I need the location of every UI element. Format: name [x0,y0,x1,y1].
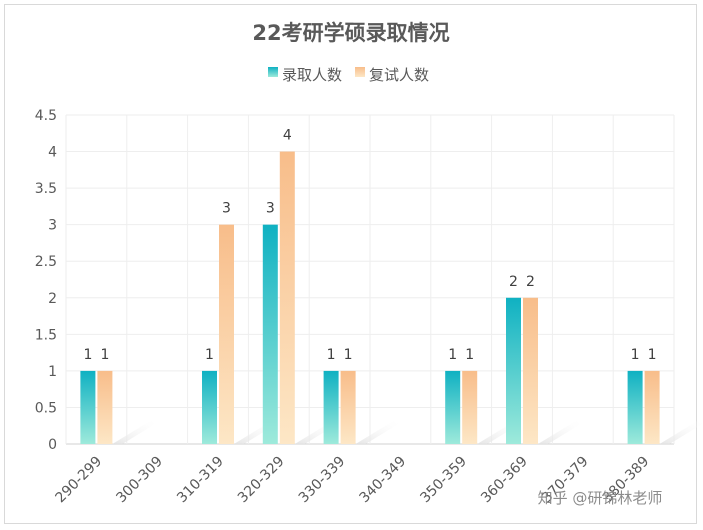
bar-shadows [112,420,703,444]
watermark: 知乎 @研锦林老师 [538,489,663,507]
bar-1-9 [644,370,660,444]
data-label-0-3: 3 [266,201,275,217]
bar-1-2 [219,224,234,444]
y-tick-label-2: 1 [48,364,57,380]
bar-0-4 [323,370,339,444]
data-label-0-0: 1 [83,347,92,363]
x-tick-label-3: 320-329 [235,454,288,507]
y-tick-label-3: 1.5 [35,327,57,343]
data-label-0-4: 1 [327,347,336,363]
x-tick-label-2: 310-319 [174,454,227,507]
bar-0-6 [445,370,461,444]
bar-1-0 [97,370,113,444]
y-tick-label-8: 4 [48,145,57,161]
y-axis: 0 0.5 1 1.5 2 2.5 3 3.5 4 4.5 [35,108,57,453]
x-tick-label-0: 290-299 [53,454,106,507]
x-tick-label-5: 340-349 [357,454,410,507]
y-tick-label-4: 2 [48,291,57,307]
chart-title: 22考研学硕录取情况 [252,21,449,45]
bar-0-3 [262,224,278,444]
data-label-0-6: 1 [448,347,457,363]
legend-swatch-1 [355,67,365,77]
y-tick-label-6: 3 [48,218,57,234]
bar-1-7 [523,297,538,444]
legend: 录取人数 复试人数 [268,66,429,84]
data-label-1-2: 3 [222,201,231,217]
x-tick-label-7: 360-369 [478,454,531,507]
data-label-1-4: 1 [344,347,353,363]
legend-label-1: 复试人数 [369,66,429,84]
data-label-1-0: 1 [100,347,109,363]
bar-1-3 [279,151,295,445]
bar-shadow-4 [355,420,404,444]
bar-0-2 [202,370,217,444]
bar-0-0 [80,370,96,444]
data-label-0-2: 1 [205,347,214,363]
y-tick-label-9: 4.5 [35,108,57,124]
data-label-1-6: 1 [465,347,474,363]
data-label-1-7: 2 [526,274,535,290]
bar-shadow-7 [538,420,586,444]
bars [80,151,660,445]
bar-1-6 [462,370,478,444]
bar-0-7 [506,297,521,444]
x-tick-label-1: 300-309 [113,454,166,507]
bar-0-9 [627,370,643,444]
data-label-0-9: 1 [631,347,640,363]
x-tick-label-4: 330-339 [296,454,349,507]
legend-swatch-0 [268,67,278,77]
data-label-0-7: 2 [509,274,518,290]
y-tick-label-7: 3.5 [35,181,57,197]
legend-label-0: 录取人数 [282,66,342,84]
x-tick-label-6: 350-359 [417,454,470,507]
y-tick-label-1: 0.5 [35,400,57,416]
bar-shadow-0 [112,420,161,444]
data-label-1-3: 4 [283,128,292,144]
data-labels: 1 1 13 341 1 1 12 21 1 [83,128,656,363]
y-tick-label-0: 0 [48,437,57,453]
y-tick-label-5: 2.5 [35,254,57,270]
gridlines [65,114,675,445]
bar-shadow-9 [659,420,703,444]
data-label-1-9: 1 [648,347,657,363]
bar-1-4 [340,370,356,444]
